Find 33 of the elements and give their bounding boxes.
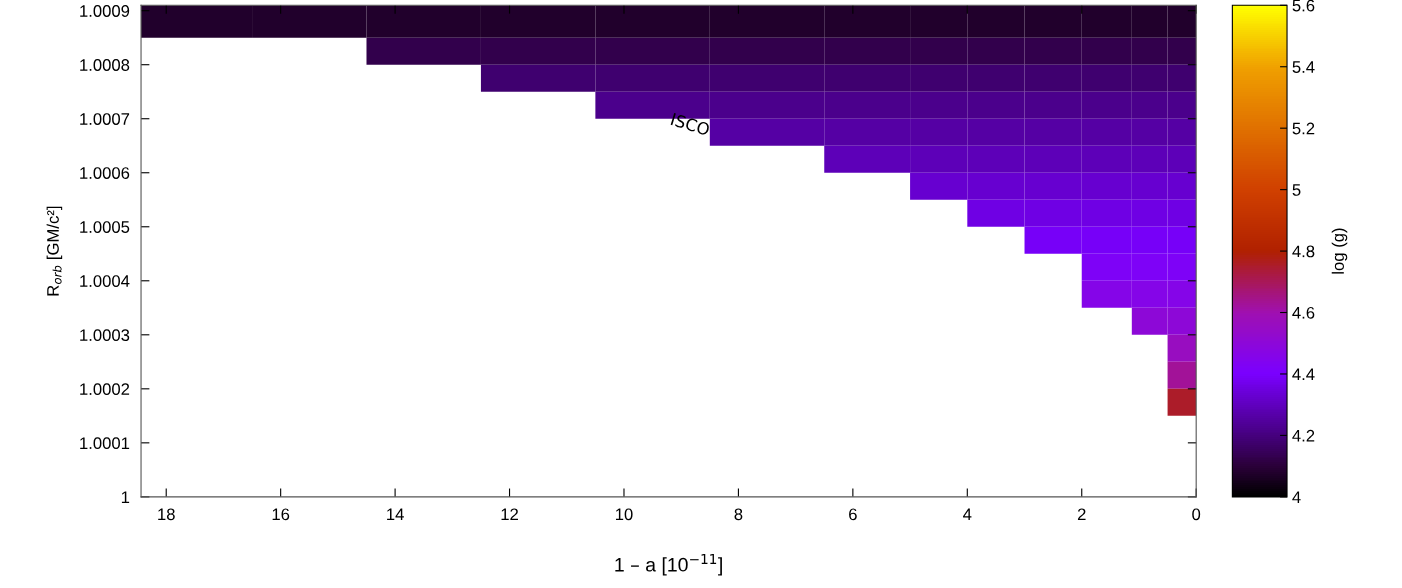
x-axis-title: 1 – a [10$^{−11}$] (615, 554, 722, 576)
color-bar-title: log (g) (1331, 228, 1348, 274)
x-tick-label: 2 (1077, 508, 1086, 521)
y-tick-label: 1.0008 (80, 59, 130, 71)
x-tick-label: 16 (272, 508, 290, 521)
color-bar-label: 4.2 (1292, 429, 1315, 442)
x-tick-label: 18 (158, 508, 175, 521)
annotation: ISCO (670, 112, 711, 136)
y-tick-label: 1 (121, 491, 130, 503)
x-tick-label: 12 (501, 508, 518, 521)
color-bar-label: 4 (1292, 491, 1301, 503)
x-tick-label: 8 (734, 508, 743, 521)
color-bar-label: 5 (1292, 184, 1301, 196)
x-tick-label: 4 (963, 508, 972, 521)
y-tick-label: 1.0007 (80, 113, 130, 125)
x-tick-label: 6 (849, 508, 857, 521)
color-bar-label: 4.8 (1292, 245, 1315, 258)
y-tick-label: 1.0009 (80, 5, 130, 17)
y-tick-label: 1.0002 (80, 383, 130, 396)
y-tick-label: 1.0003 (80, 329, 130, 342)
color-bar-label: 5.4 (1292, 61, 1315, 73)
color-bar-label: 5.2 (1292, 122, 1315, 135)
y-tick-label: 1.0004 (80, 275, 130, 287)
y-tick-label: 1.0001 (80, 437, 130, 450)
x-tick-label: 10 (615, 508, 633, 521)
x-tick-label: 0 (1192, 508, 1201, 521)
color-bar-label: 4.4 (1292, 368, 1315, 381)
color-bar-label: 5.6 (1292, 0, 1315, 12)
x-tick-label: 14 (387, 508, 404, 521)
color-bar-label: 4.6 (1292, 306, 1315, 319)
y-tick-label: 1.0005 (80, 221, 130, 233)
y-axis-title: R$_{orb}$ [GM/c²] (46, 206, 63, 296)
y-tick-label: 1.0006 (80, 167, 130, 179)
